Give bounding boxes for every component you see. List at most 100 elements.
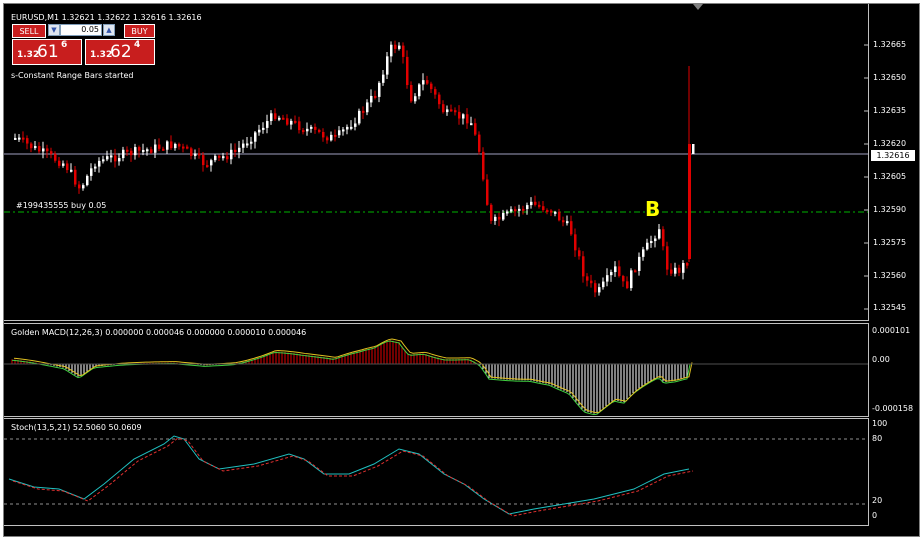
candle-body	[566, 221, 569, 224]
candle-body	[370, 95, 373, 103]
candle-body	[678, 267, 681, 273]
price-chart-pane[interactable]: EURUSD,M1 1.32621 1.32622 1.32616 1.3261…	[4, 4, 869, 321]
buy-price-button[interactable]: 1.32 62 4	[85, 39, 155, 65]
candle-body	[238, 147, 241, 152]
candle-body	[106, 156, 109, 160]
candle-body	[518, 208, 521, 211]
candle-body	[346, 126, 349, 130]
candle-body	[454, 110, 457, 113]
candle-body	[26, 138, 29, 144]
candle-body	[38, 146, 41, 152]
candle-body	[378, 82, 381, 97]
candle-body	[214, 155, 217, 161]
buy-button[interactable]: BUY	[124, 24, 155, 38]
candle-body	[90, 168, 93, 176]
sell-button[interactable]: SELL	[12, 24, 46, 38]
candle-body	[382, 74, 385, 83]
candle-body	[474, 123, 477, 135]
candle-body	[134, 147, 137, 156]
candle-body	[302, 130, 305, 133]
candle-body	[54, 153, 57, 161]
candle-body	[692, 144, 695, 154]
candle-body	[102, 159, 105, 162]
candle-body	[570, 221, 573, 235]
candle-body	[598, 287, 601, 293]
candle-body	[526, 205, 529, 210]
candle-body	[202, 155, 205, 166]
candle-body	[502, 212, 505, 220]
candle-body	[198, 153, 201, 156]
candle-body	[298, 121, 301, 131]
candle-body	[574, 234, 577, 251]
candle-body	[126, 149, 129, 152]
candle-body	[626, 281, 629, 289]
candle-body	[522, 208, 525, 211]
candle-body	[174, 143, 177, 149]
candle-body	[606, 275, 609, 282]
price-axis[interactable]: 1.32665 1.32650 1.32635 1.32620 1.32605 …	[868, 4, 919, 320]
sell-price-pip: 6	[61, 40, 68, 50]
candle-body	[486, 179, 489, 205]
candle-body	[258, 129, 261, 133]
candle-body	[230, 149, 233, 160]
candle-body	[490, 204, 493, 221]
candle-body	[242, 143, 245, 148]
stochastic-pane[interactable]: Stoch(13,5,21) 52.5060 50.0609	[4, 418, 869, 526]
candle-body	[138, 147, 141, 151]
candle-body	[594, 283, 597, 293]
candle-body	[50, 151, 53, 154]
candle-body	[662, 229, 665, 247]
chart-shift-marker[interactable]	[693, 4, 703, 10]
indicator-message: s-Constant Range Bars started	[11, 71, 134, 80]
candle-body	[590, 280, 593, 284]
price-axis-label: 1.32575	[873, 238, 907, 247]
candle-body	[270, 113, 273, 122]
candle-body	[110, 155, 113, 158]
candle-body	[682, 262, 685, 273]
candle-body	[58, 160, 61, 166]
stoch-signal-line	[12, 437, 694, 517]
buy-price-prefix: 1.32	[90, 50, 113, 60]
price-axis-label: 1.32605	[873, 172, 907, 181]
candle-body	[650, 241, 653, 244]
candle-body	[670, 269, 673, 274]
candle-body	[530, 201, 533, 206]
candle-body	[210, 160, 213, 166]
candle-body	[130, 150, 133, 156]
candle-body	[398, 45, 401, 49]
candle-body	[406, 56, 409, 86]
macd-histogram	[4, 338, 868, 416]
macd-pane[interactable]: Golden MACD(12,26,3) 0.000000 0.000046 0…	[4, 323, 869, 417]
candle-body	[306, 128, 309, 132]
candle-body	[162, 148, 165, 151]
candle-body	[562, 220, 565, 223]
candle-body	[82, 185, 85, 189]
candle-body	[142, 149, 145, 152]
candle-body	[688, 144, 691, 259]
stoch-main-line	[8, 435, 690, 515]
price-axis-label: 1.32650	[873, 73, 907, 82]
lot-increase-button[interactable]: ▲	[103, 24, 115, 36]
price-axis-label: 1.32665	[873, 40, 907, 49]
candle-body	[322, 131, 325, 138]
candle-body	[418, 84, 421, 97]
candle-body	[634, 270, 637, 273]
candle-body	[438, 94, 441, 105]
candle-body	[186, 146, 189, 149]
candle-body	[602, 281, 605, 288]
candle-body	[462, 114, 465, 119]
sell-price-button[interactable]: 1.32 61 6	[12, 39, 82, 65]
candle-body	[94, 166, 97, 169]
candle-body	[550, 210, 553, 213]
candle-body	[166, 141, 169, 150]
lot-size-input[interactable]: 0.05	[60, 24, 102, 36]
lot-decrease-button[interactable]: ▼	[48, 24, 60, 36]
buy-price-main: 62	[110, 42, 132, 62]
candle-body	[334, 134, 337, 137]
candle-body	[246, 143, 249, 146]
chart-window[interactable]: EURUSD,M1 1.32621 1.32622 1.32616 1.3261…	[3, 3, 920, 537]
candle-body	[62, 163, 65, 166]
stoch-axis-label: 0	[872, 511, 878, 520]
candle-body	[98, 160, 101, 167]
candle-body	[422, 80, 425, 85]
